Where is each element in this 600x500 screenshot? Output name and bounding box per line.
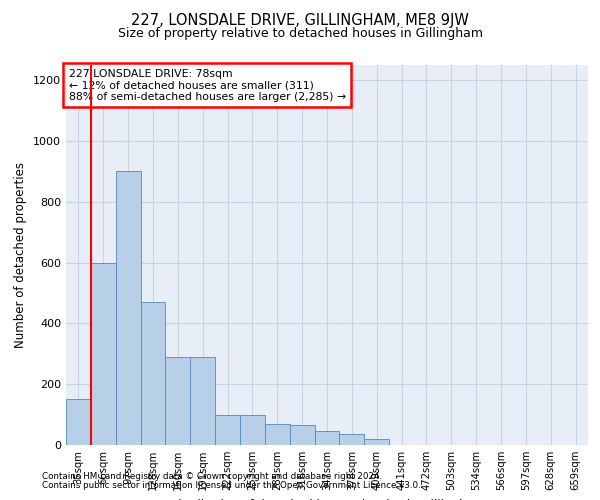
Y-axis label: Number of detached properties: Number of detached properties — [14, 162, 28, 348]
Bar — [116, 172, 140, 445]
Bar — [66, 400, 91, 445]
Bar — [240, 414, 265, 445]
Bar — [190, 357, 215, 445]
Bar — [314, 432, 340, 445]
Bar — [166, 357, 190, 445]
Bar — [91, 262, 116, 445]
Text: Size of property relative to detached houses in Gillingham: Size of property relative to detached ho… — [118, 28, 482, 40]
Bar — [265, 424, 290, 445]
Text: Contains public sector information licensed under the Open Government Licence v3: Contains public sector information licen… — [42, 481, 421, 490]
Bar — [364, 439, 389, 445]
Text: 227, LONSDALE DRIVE, GILLINGHAM, ME8 9JW: 227, LONSDALE DRIVE, GILLINGHAM, ME8 9JW — [131, 12, 469, 28]
Bar — [290, 425, 314, 445]
X-axis label: Distribution of detached houses by size in Gillingham: Distribution of detached houses by size … — [169, 498, 485, 500]
Bar — [215, 414, 240, 445]
Text: Contains HM Land Registry data © Crown copyright and database right 2024.: Contains HM Land Registry data © Crown c… — [42, 472, 382, 481]
Bar — [140, 302, 166, 445]
Text: 227 LONSDALE DRIVE: 78sqm
← 12% of detached houses are smaller (311)
88% of semi: 227 LONSDALE DRIVE: 78sqm ← 12% of detac… — [68, 69, 346, 102]
Bar — [340, 434, 364, 445]
